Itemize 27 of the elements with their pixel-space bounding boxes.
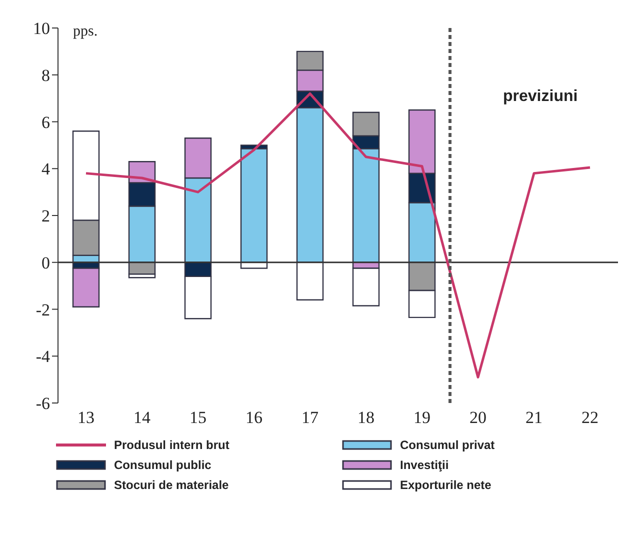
x-tick-label: 22 [582, 408, 598, 428]
x-tick-label: 15 [190, 408, 206, 428]
legend-label: Investiţii [400, 458, 449, 472]
x-tick-label: 13 [78, 408, 94, 428]
legend-label: Produsul intern brut [114, 438, 230, 452]
y-tick-label: 8 [42, 66, 50, 85]
y-tick-label: 2 [42, 206, 50, 226]
x-tick-label: 14 [134, 408, 151, 428]
legend-label: Stocuri de materiale [114, 478, 229, 492]
y-tick-label: -2 [36, 300, 50, 320]
legend-label: Exporturile nete [400, 478, 492, 492]
y-tick-label: 10 [33, 19, 50, 38]
x-tick-label: 21 [526, 408, 542, 428]
x-tick-label: 16 [246, 408, 262, 428]
x-tick-label: 20 [470, 408, 486, 428]
x-tick-label: 18 [358, 408, 374, 428]
legend-label: Consumul privat [400, 438, 495, 452]
annotation: previziuni [503, 88, 578, 106]
y-axis-title: pps. [73, 24, 98, 40]
x-tick-label: 17 [302, 408, 319, 428]
y-tick-label: 6 [42, 112, 50, 132]
y-tick-label: 4 [42, 160, 50, 179]
x-tick-label: 19 [414, 408, 430, 428]
y-tick-label: -6 [36, 394, 50, 414]
legend-label: Consumul public [114, 458, 212, 472]
y-tick-label: 0 [42, 253, 50, 272]
y-tick-label: -4 [36, 347, 50, 366]
